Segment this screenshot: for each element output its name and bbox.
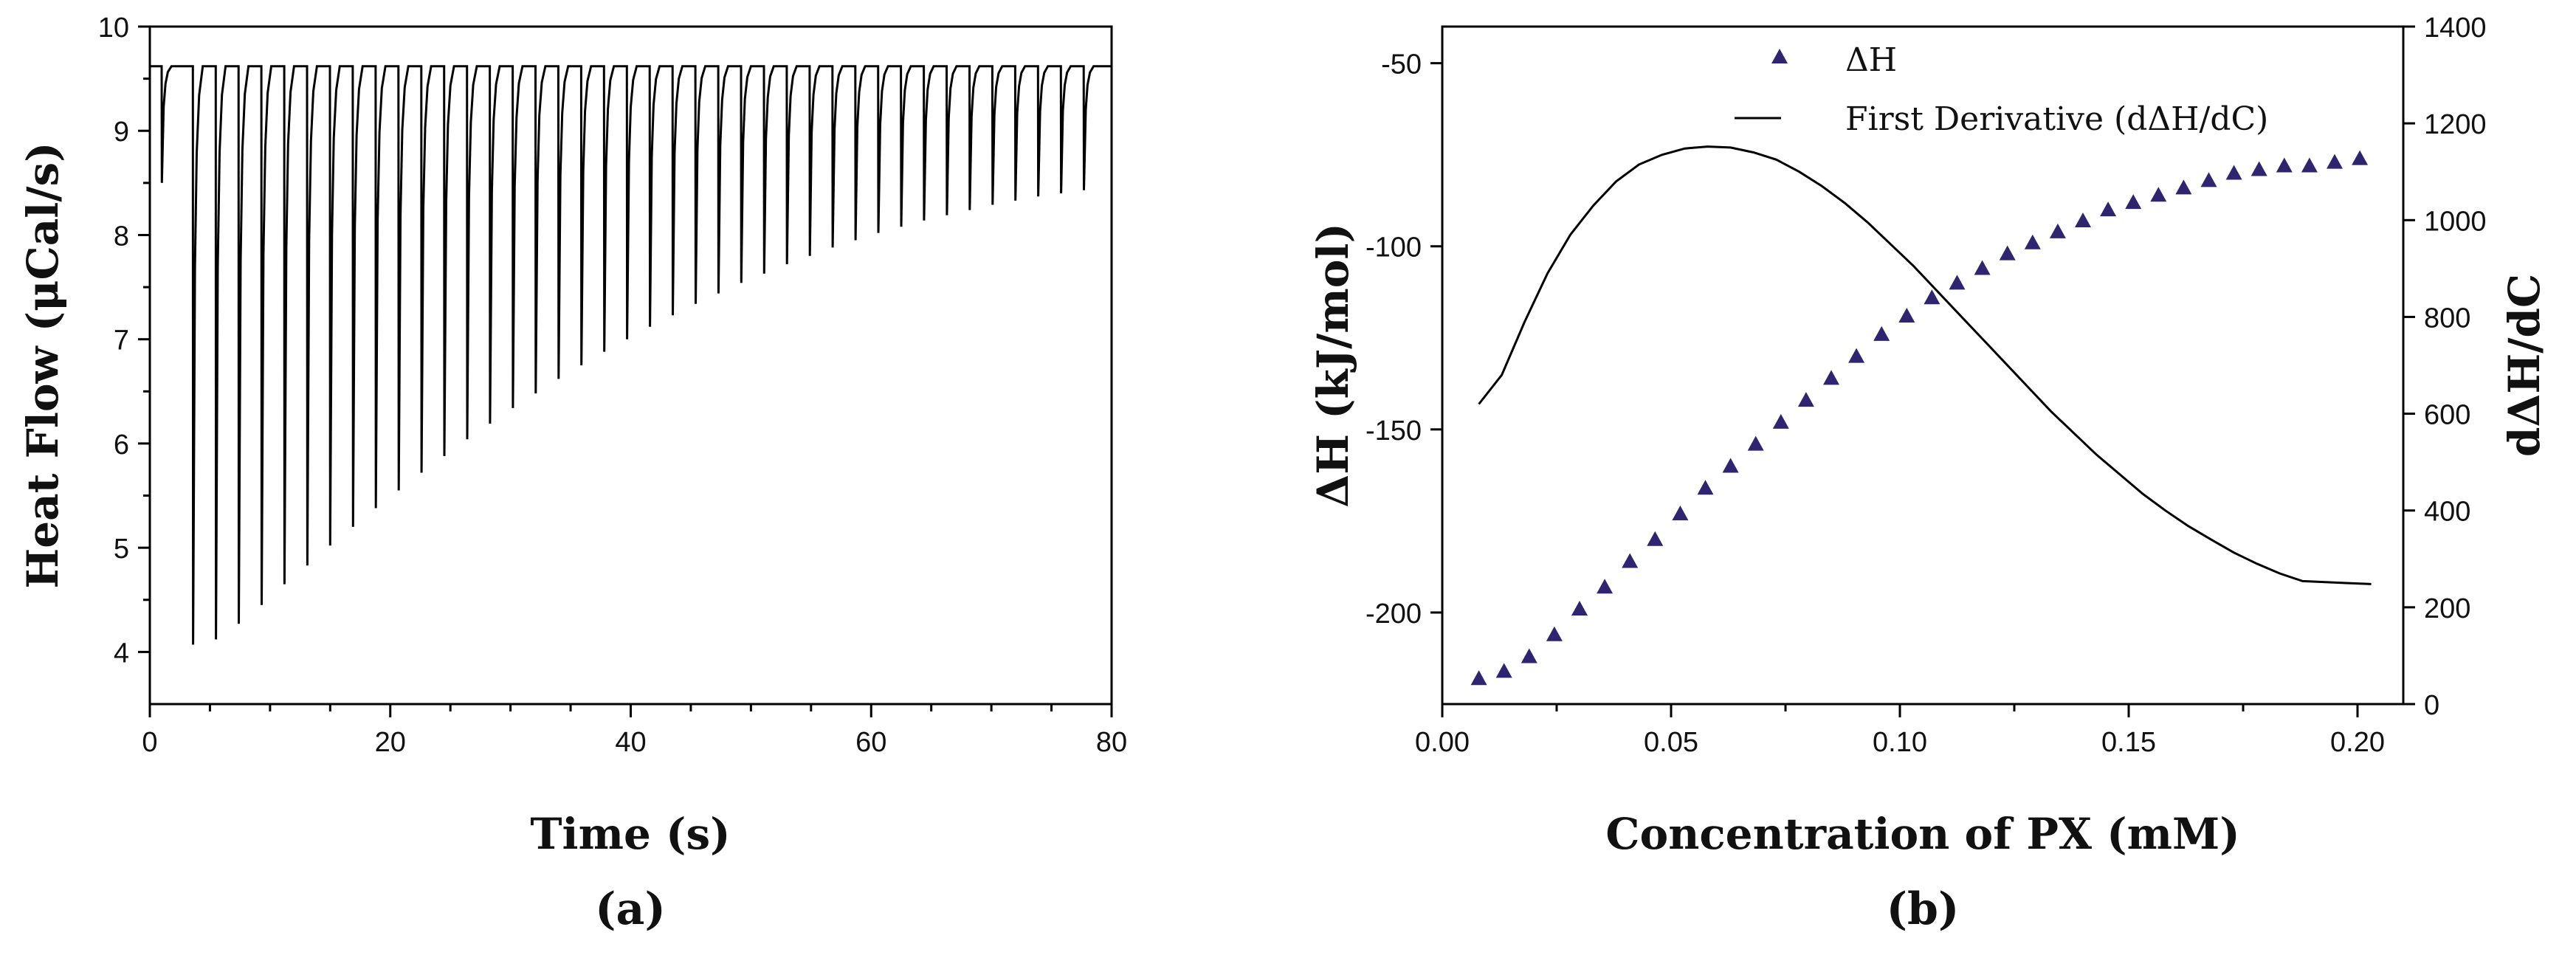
y-tick-label: -100 <box>1366 232 1422 263</box>
delta-h-point <box>1722 458 1739 473</box>
delta-h-point <box>2150 187 2167 202</box>
panel-b-ticks: 0.00 0.05 0.10 0.15 0.20 -50 -100 -150 -200 0 200 4… <box>1366 13 2487 758</box>
delta-h-point <box>2200 172 2217 187</box>
y2-tick-label: 1400 <box>2424 13 2487 44</box>
x-tick-label: 0 <box>142 727 157 758</box>
x-tick-label: 0.05 <box>1644 727 1698 758</box>
delta-h-point <box>1974 260 1991 275</box>
y2-tick-label: 0 <box>2424 690 2439 721</box>
delta-h-point <box>2175 179 2192 195</box>
y-tick-label: 7 <box>114 325 129 356</box>
delta-h-point <box>2352 150 2369 165</box>
y2-tick-label: 1200 <box>2424 109 2487 140</box>
panel-b-y-axis-title: ΔH (kJ/mol) <box>1308 223 1358 508</box>
panel-b-x-axis-title: Concentration of PX (mM) <box>1605 809 2239 859</box>
legend-label-first-derivative: First Derivative (dΔH/dC) <box>1845 100 2268 138</box>
heat-flow-line <box>150 65 1112 645</box>
y-tick-label: 5 <box>114 534 129 565</box>
delta-h-point <box>1546 626 1563 641</box>
y-tick-label: 4 <box>114 638 129 669</box>
y-tick-label: 6 <box>114 430 129 461</box>
x-tick-label: 80 <box>1096 727 1127 758</box>
y-tick-label: -200 <box>1366 599 1422 630</box>
y2-tick-label: 1000 <box>2424 206 2487 237</box>
delta-h-point <box>1747 435 1764 451</box>
delta-h-point <box>1571 600 1588 616</box>
delta-h-point <box>1697 480 1714 495</box>
legend: ΔH First Derivative (dΔH/dC) <box>1735 41 2268 138</box>
delta-h-point <box>2225 165 2242 180</box>
x-tick-label: 20 <box>375 727 406 758</box>
delta-h-point <box>1672 505 1689 520</box>
panel-a-ticks: 0 20 40 60 80 4 5 6 7 8 9 10 <box>98 13 1127 758</box>
x-tick-label: 0.20 <box>2330 727 2385 758</box>
y2-tick-label: 600 <box>2424 400 2470 431</box>
delta-h-point <box>1470 670 1487 686</box>
delta-h-point <box>2125 194 2142 210</box>
delta-h-point <box>2327 154 2343 169</box>
delta-h-point <box>1647 531 1664 546</box>
delta-h-point <box>1924 289 1940 305</box>
y-tick-label: 8 <box>114 221 129 252</box>
x-tick-label: 40 <box>615 727 646 758</box>
delta-h-point <box>2075 212 2091 227</box>
panel-b-plot-frame <box>1441 25 2405 706</box>
delta-h-point <box>1521 648 1537 663</box>
delta-h-point <box>1797 392 1814 407</box>
delta-h-point <box>1873 325 1890 341</box>
panel-b-enthalpy-chart: 0.00 0.05 0.10 0.15 0.20 -50 -100 -150 -200 0 200 4… <box>1308 13 2549 935</box>
delta-h-point <box>1495 663 1512 678</box>
legend-triangle-marker <box>1771 49 1788 63</box>
delta-h-point <box>1622 553 1639 568</box>
panel-b-label: (b) <box>1887 883 1960 935</box>
panel-b-y2-axis-title: dΔH/dC <box>2499 274 2549 457</box>
delta-h-point <box>1898 308 1915 323</box>
delta-h-point <box>1823 370 1839 385</box>
delta-h-point <box>2276 157 2293 173</box>
x-tick-label: 0.10 <box>1873 727 1927 758</box>
y-tick-label: 9 <box>114 117 129 148</box>
y2-tick-label: 800 <box>2424 303 2470 334</box>
delta-h-point <box>1848 348 1865 363</box>
first-derivative-line <box>1478 145 2372 585</box>
y-tick-label: -50 <box>1381 49 1422 80</box>
x-tick-label: 0.00 <box>1415 727 1470 758</box>
y2-tick-label: 200 <box>2424 593 2470 624</box>
delta-h-point <box>2024 234 2041 249</box>
y-tick-label: -150 <box>1366 416 1422 447</box>
panel-a-x-axis-title: Time (s) <box>530 809 730 859</box>
legend-label-delta-h: ΔH <box>1845 41 1897 79</box>
delta-h-point <box>2250 161 2267 176</box>
delta-h-point <box>2049 223 2066 238</box>
delta-h-point <box>1999 245 2016 261</box>
y2-tick-label: 400 <box>2424 497 2470 528</box>
delta-h-point <box>1772 413 1789 429</box>
delta-h-point <box>1949 275 1966 290</box>
panel-a-label: (a) <box>595 883 666 935</box>
delta-h-points <box>1470 150 2369 686</box>
delta-h-point <box>2100 201 2117 217</box>
delta-h-point <box>2301 157 2318 173</box>
x-tick-label: 60 <box>855 727 886 758</box>
panel-a-y-axis-title: Heat Flow (μCal/s) <box>18 142 68 588</box>
delta-h-point <box>1597 579 1614 594</box>
y-tick-label: 10 <box>98 13 129 44</box>
x-tick-label: 0.15 <box>2101 727 2156 758</box>
panel-a-heat-flow-chart: 0 20 40 60 80 4 5 6 7 8 9 10 Time (s) Heat Flow (μC… <box>18 13 1127 935</box>
